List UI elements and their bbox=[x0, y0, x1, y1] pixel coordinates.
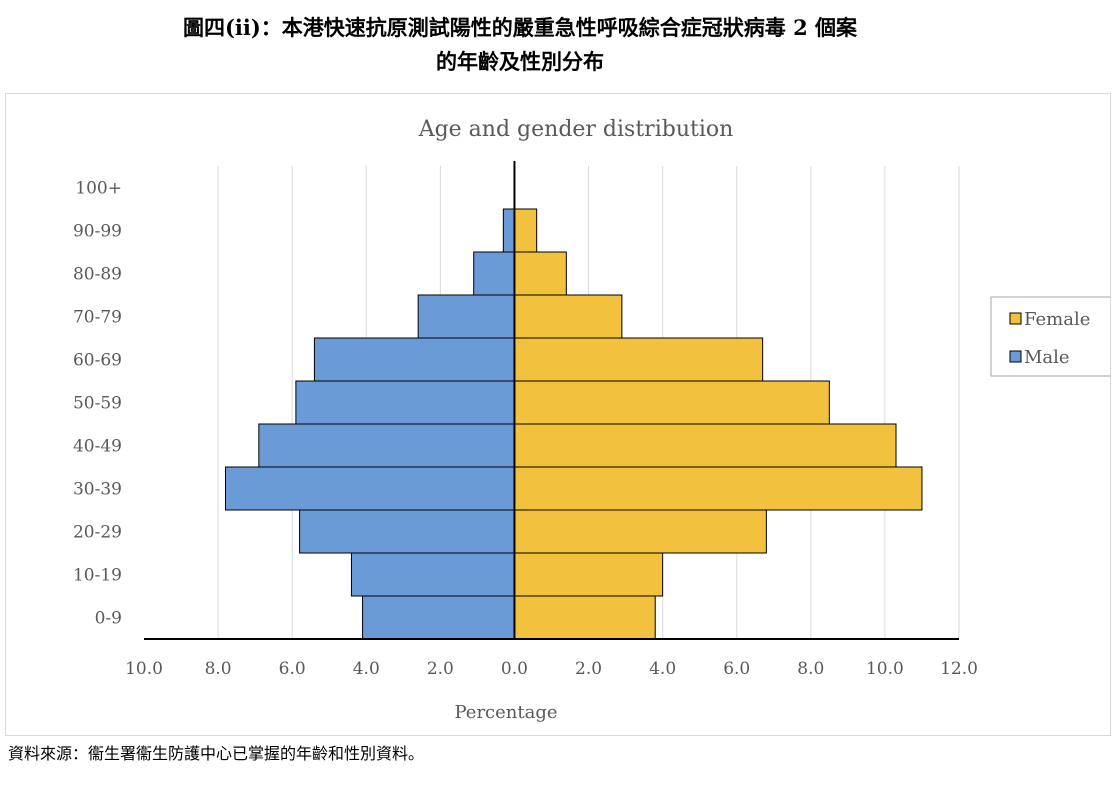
x-tick-label: 10.0 bbox=[866, 659, 904, 679]
bar-male bbox=[226, 467, 515, 510]
bar-female bbox=[514, 252, 566, 295]
y-tick-label: 90-99 bbox=[73, 222, 122, 242]
source-note: 資料來源：衞生署衞生防護中心已掌握的年齡和性別資料。 bbox=[8, 742, 424, 766]
x-tick-label: 10.0 bbox=[125, 659, 163, 679]
bar-male bbox=[418, 295, 514, 338]
chart-svg: Age and gender distribution 10.0 8.0 6.0 4.0… bbox=[6, 94, 1110, 735]
x-tick-label: 6.0 bbox=[279, 659, 306, 679]
bar-male bbox=[474, 252, 515, 295]
x-tick-label: 6.0 bbox=[723, 659, 750, 679]
x-tick-label: 2.0 bbox=[427, 659, 454, 679]
chart-title: Age and gender distribution bbox=[418, 117, 734, 142]
y-tick-label: 40-49 bbox=[73, 437, 122, 457]
x-tick-label: 0.0 bbox=[501, 659, 528, 679]
legend-label-female: Female bbox=[1024, 309, 1090, 330]
legend-swatch-male bbox=[1010, 351, 1021, 362]
y-tick-label: 80-89 bbox=[73, 265, 122, 285]
bar-female bbox=[514, 424, 896, 467]
x-tick-label: 8.0 bbox=[205, 659, 232, 679]
y-tick-label: 60-69 bbox=[73, 351, 122, 371]
x-tick-label: 4.0 bbox=[649, 659, 676, 679]
x-tick-label: 12.0 bbox=[940, 659, 978, 679]
legend-swatch-female bbox=[1010, 313, 1021, 324]
x-axis-label: Percentage bbox=[454, 702, 557, 723]
bar-female bbox=[514, 338, 762, 381]
bar-male bbox=[351, 553, 514, 596]
y-tick-label: 100+ bbox=[75, 179, 122, 199]
bar-male bbox=[296, 381, 515, 424]
bar-female bbox=[514, 553, 662, 596]
bar-female bbox=[514, 467, 922, 510]
y-tick-label: 70-79 bbox=[73, 308, 122, 328]
bar-male bbox=[363, 596, 515, 639]
bar-male bbox=[503, 209, 514, 252]
bar-female bbox=[514, 381, 829, 424]
figure-title-line2: 的年齡及性別分布 bbox=[0, 46, 1040, 78]
bar-female bbox=[514, 596, 655, 639]
bar-male bbox=[314, 338, 514, 381]
y-tick-label: 50-59 bbox=[73, 394, 122, 414]
x-tick-label: 2.0 bbox=[575, 659, 602, 679]
y-tick-label: 20-29 bbox=[73, 523, 122, 543]
legend-label-male: Male bbox=[1024, 347, 1070, 368]
x-tick-label: 4.0 bbox=[353, 659, 380, 679]
bar-female bbox=[514, 510, 766, 553]
y-tick-label: 30-39 bbox=[73, 480, 122, 500]
y-tick-label: 10-19 bbox=[73, 566, 122, 586]
x-tick-label: 8.0 bbox=[797, 659, 824, 679]
bar-male bbox=[259, 424, 515, 467]
bar-female bbox=[514, 209, 536, 252]
figure-title-line1: 圖四(ii)：本港快速抗原測試陽性的嚴重急性呼吸綜合症冠狀病毒 2 個案 bbox=[0, 12, 1040, 44]
chart-container: Age and gender distribution 10.0 8.0 6.0 4.0… bbox=[5, 93, 1111, 736]
bar-female bbox=[514, 295, 621, 338]
bar-male bbox=[300, 510, 515, 553]
y-tick-label: 0-9 bbox=[95, 609, 122, 629]
